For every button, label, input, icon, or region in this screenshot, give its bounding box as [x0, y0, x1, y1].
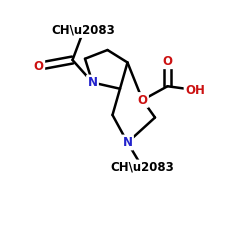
Text: O: O: [34, 60, 44, 73]
Text: N: N: [88, 76, 98, 89]
Text: O: O: [162, 55, 172, 68]
Text: O: O: [138, 94, 147, 106]
Text: CH\u2083: CH\u2083: [52, 24, 116, 36]
Text: CH\u2083: CH\u2083: [110, 161, 174, 174]
Text: N: N: [122, 136, 132, 149]
Text: OH: OH: [185, 84, 205, 96]
